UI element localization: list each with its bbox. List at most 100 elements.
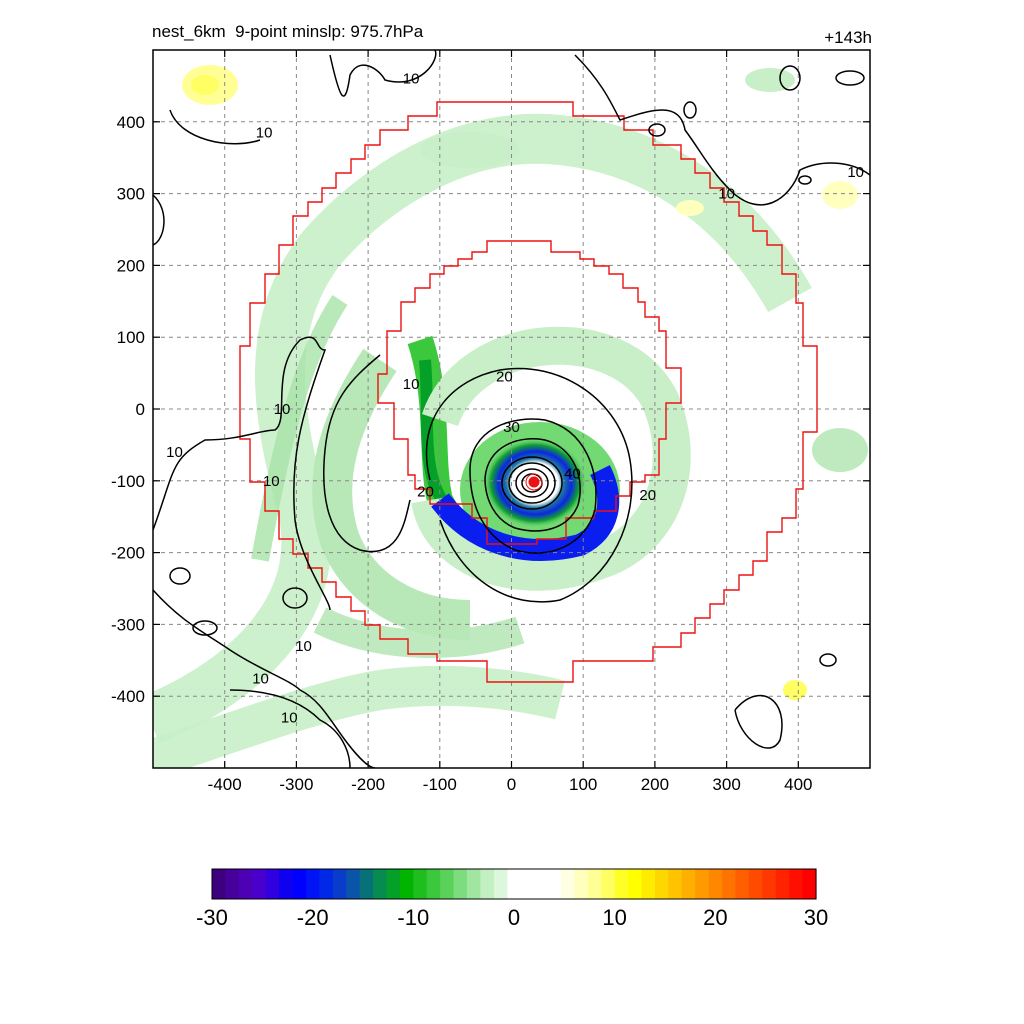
colorbar-tick-label: -30 — [196, 905, 228, 930]
y-tick-label: -300 — [111, 615, 145, 634]
colorbar-swatch — [225, 869, 240, 899]
x-tick-label: -100 — [423, 775, 457, 794]
contour-small-9 — [819, 653, 837, 667]
outer-band-shading-inner — [251, 295, 348, 562]
colorbar-swatch — [507, 869, 522, 899]
contour-label: 40 — [564, 466, 581, 483]
colorbar-swatch — [681, 869, 696, 899]
colorbar-swatch — [252, 869, 267, 899]
contour-60 — [508, 462, 556, 504]
colorbar-swatch — [789, 869, 804, 899]
colorbar-tick-label: 30 — [804, 905, 828, 930]
colorbar-swatch — [748, 869, 763, 899]
core-strong-band — [431, 465, 620, 561]
contour-label: 20 — [639, 487, 656, 504]
contour-20 — [425, 367, 633, 603]
contour-10-north — [329, 50, 437, 97]
contour-10-far-west — [153, 194, 165, 246]
contour-10-spiral — [323, 354, 411, 553]
contour-10-ne — [574, 54, 870, 206]
colorbar-tick-label: 10 — [602, 905, 626, 930]
contour-label: 10 — [403, 376, 420, 393]
y-tick-label: -400 — [111, 687, 145, 706]
colorbar-swatch — [212, 869, 227, 899]
colorbar-swatch — [319, 869, 334, 899]
contour-small-7 — [683, 101, 697, 119]
colorbar-swatch — [695, 869, 710, 899]
colorbar-swatch — [628, 869, 643, 899]
colorbar-swatch — [775, 869, 790, 899]
colorbar-swatch — [547, 869, 562, 899]
contour-labels: 10 10 10 10 10 10 10 10 10 10 10 20 20 20 30 40 — [166, 71, 864, 727]
colorbar-swatch — [735, 869, 750, 899]
contour-label: 10 — [274, 401, 291, 418]
contour-30 — [469, 418, 597, 554]
colorbar-swatch — [520, 869, 535, 899]
y-tick-label: 200 — [117, 256, 145, 275]
storm-center-marker — [528, 476, 540, 488]
colorbar-tick-label: -10 — [397, 905, 429, 930]
domain-outlines — [239, 101, 818, 683]
y-tick-label: 0 — [136, 400, 145, 419]
contour-small-3 — [169, 567, 191, 585]
colorbar-swatch — [265, 869, 280, 899]
colorbar-swatch — [279, 869, 294, 899]
contour-label: 10 — [403, 71, 420, 88]
colorbar-swatch — [467, 869, 482, 899]
inner-ring-shading — [411, 326, 691, 591]
x-axis: -400 -300 -200 -100 0 100 200 300 400 — [208, 50, 812, 794]
colorbar-swatch — [386, 869, 401, 899]
y-tick-label: -200 — [111, 544, 145, 563]
colorbar-swatch — [614, 869, 629, 899]
colorbar-swatch — [762, 869, 777, 899]
contour-small-1 — [282, 587, 308, 609]
contour-small-6 — [648, 123, 666, 137]
contour-label: 10 — [281, 710, 298, 727]
yellow-patch-n — [676, 200, 704, 216]
colorbar-swatch — [480, 869, 495, 899]
outer-band-shading — [153, 113, 812, 744]
y-axis: -400 -300 -200 -100 0 100 200 300 400 — [111, 113, 870, 706]
contour-small-4 — [779, 65, 801, 91]
contour-label: 10 — [295, 638, 312, 655]
colorbar-swatch — [292, 869, 307, 899]
colorbar-swatch — [332, 869, 347, 899]
contour-70 — [515, 468, 549, 498]
contour-10-nw — [169, 109, 261, 145]
colorbar-swatch — [641, 869, 656, 899]
contour-small-8 — [798, 175, 812, 185]
y-tick-label: 300 — [117, 185, 145, 204]
forecast-hour-label: +143h — [824, 28, 872, 47]
northeast-patch-shading — [745, 68, 795, 92]
colorbar-swatch — [560, 869, 575, 899]
x-tick-label: 400 — [784, 775, 812, 794]
contour-50 — [501, 456, 563, 510]
contour-label: 10 — [256, 125, 273, 142]
contour-label: 10 — [166, 444, 183, 461]
colorbar-frame — [211, 868, 817, 900]
contour-10-sw2 — [229, 689, 351, 768]
colorbar-swatch — [346, 869, 361, 899]
colorbar-swatch — [359, 869, 374, 899]
contour-small-5 — [835, 70, 865, 86]
yellow-patch-ne — [822, 181, 858, 209]
contour-10-se — [734, 694, 783, 749]
x-tick-label: -400 — [208, 775, 242, 794]
y-tick-label: -100 — [111, 472, 145, 491]
east-patch-shading — [812, 428, 868, 472]
colorbar-tick-label: 0 — [508, 905, 520, 930]
colorbar-swatch — [722, 869, 737, 899]
colorbar-swatch — [399, 869, 414, 899]
storm-center-ring — [525, 473, 543, 491]
contour-label: 20 — [496, 369, 513, 386]
chart-title: nest_6km 9-point minslp: 975.7hPa — [152, 22, 424, 41]
outer-domain-outline — [239, 101, 818, 683]
x-tick-label: 300 — [712, 775, 740, 794]
south-band-shading — [313, 607, 525, 658]
inner-domain-outline — [377, 240, 682, 545]
colorbar-swatch — [373, 869, 388, 899]
colorbar-swatch — [668, 869, 683, 899]
colorbar-swatch — [601, 869, 616, 899]
yellow-patch-se — [783, 680, 807, 700]
contour-label: 20 — [417, 484, 434, 501]
